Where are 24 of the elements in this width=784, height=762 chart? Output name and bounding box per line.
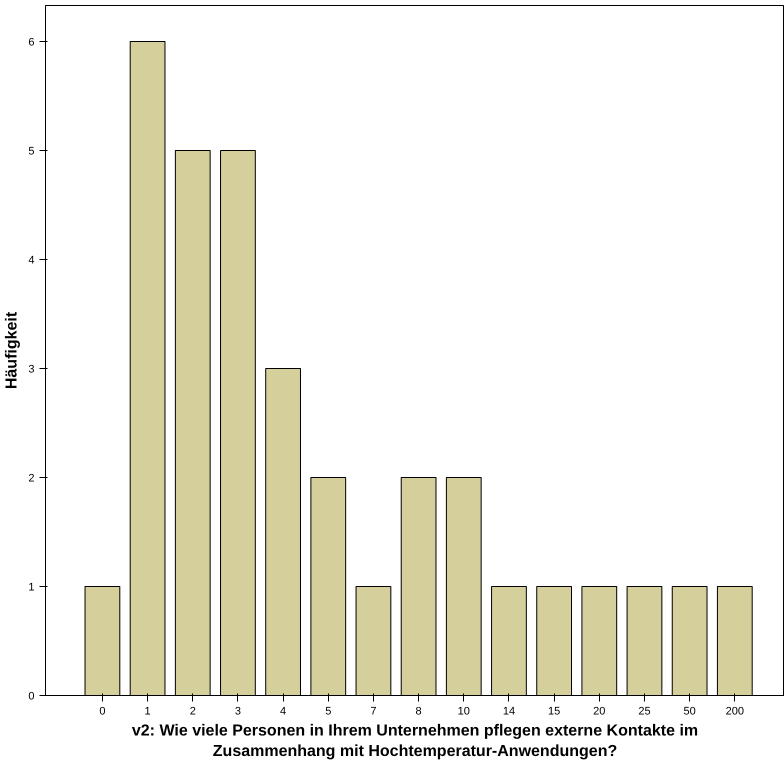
x-tick-label: 200 bbox=[726, 706, 744, 718]
x-tick-label: 20 bbox=[593, 706, 606, 718]
x-tick-label: 5 bbox=[325, 706, 332, 718]
x-tick-label: 0 bbox=[99, 706, 106, 718]
y-tick-label: 1 bbox=[28, 581, 35, 594]
x-tick-label: 2 bbox=[190, 706, 196, 718]
x-tick-label: 50 bbox=[684, 706, 696, 718]
x-tick-label: 15 bbox=[548, 706, 560, 718]
y-tick-label: 4 bbox=[28, 254, 35, 266]
x-tick-label: 7 bbox=[370, 706, 377, 718]
y-tick-label: 6 bbox=[28, 36, 35, 48]
x-tick-label: 1 bbox=[144, 706, 151, 718]
x-tick-label: 14 bbox=[502, 706, 516, 718]
y-tick-label: 3 bbox=[28, 363, 35, 376]
y-tick-label: 5 bbox=[28, 145, 35, 158]
y-tick-label: 2 bbox=[28, 472, 35, 484]
y-tick-label: 0 bbox=[28, 690, 35, 702]
x-axis-title: v2: Wie viele Personen in Ihrem Unternehmen pflegen externe Kontakte im Zusammenhang mit Hochtemperatur-Anwendungen? bbox=[132, 722, 698, 760]
y-axis-title: Häufigkeit bbox=[3, 311, 20, 390]
x-tick-label: 3 bbox=[234, 706, 241, 718]
x-tick-label: 25 bbox=[638, 706, 651, 718]
x-tick-label: 10 bbox=[458, 706, 470, 718]
x-tick-label: 4 bbox=[280, 706, 286, 718]
x-tick-label: 8 bbox=[416, 706, 422, 718]
